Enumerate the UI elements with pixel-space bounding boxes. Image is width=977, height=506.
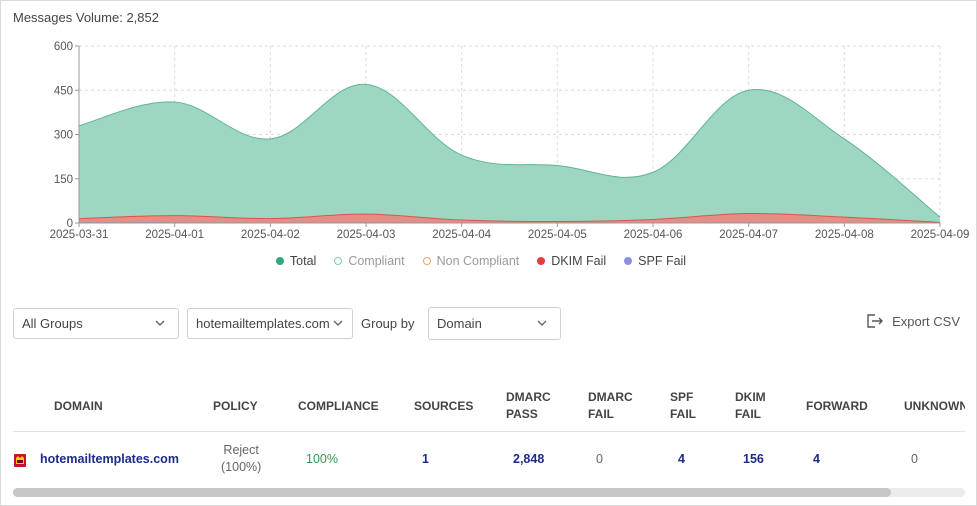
x-tick-label: 2025-04-05 [528,229,587,241]
domain-status-icon [14,454,26,467]
header-policy[interactable]: POLICY [213,399,258,413]
group-by-label: Group by [361,316,415,331]
y-tick-label: 150 [54,174,73,186]
series-dkim-fail-line [78,213,941,223]
x-tick-label: 2025-04-08 [815,229,874,241]
row-forward-link[interactable]: 4 [813,452,820,466]
export-csv-label: Export CSV [892,313,960,329]
header-dmarc-pass[interactable]: DMARC PASS [506,389,551,423]
y-tick-label: 0 [67,218,73,230]
row-dkim-fail-link[interactable]: 156 [743,452,764,466]
x-tick-label: 2025-04-04 [432,229,491,241]
scrollbar-thumb[interactable] [13,488,891,497]
legend-non-compliant-label: Non Compliant [436,254,520,268]
header-dmarc-pass-line1: DMARC [506,390,551,404]
filter-controls: All Groups hotemailtemplates.com Group b… [13,307,964,340]
row-spf-fail-link[interactable]: 4 [678,452,685,466]
series-total-area [79,84,940,223]
row-policy-line1: Reject [223,443,259,457]
groups-select-value: All Groups [22,316,83,331]
x-tick-label: 2025-04-01 [145,229,204,241]
chart-title: Messages Volume: 2,852 [13,10,159,25]
chevron-down-icon [333,320,343,326]
row-dmarc-pass-link[interactable]: 2,848 [513,452,545,466]
group-by-select[interactable]: Domain [428,307,561,340]
header-spf-fail-line2: FAIL [670,407,696,421]
legend-dkim-fail-label: DKIM Fail [551,254,607,268]
row-compliance: 100% [306,452,338,466]
messages-volume-chart: 0 150 300 450 600 2025-03-31 2025-04-01 2025-04… [50,41,970,241]
legend-item-total[interactable]: Total [275,254,317,268]
header-dmarc-fail[interactable]: DMARC FAIL [588,389,633,423]
group-by-select-value: Domain [437,316,482,331]
legend-non-compliant-dot [422,257,431,265]
y-tick-label: 450 [54,85,73,97]
row-policy: Reject (100%) [221,442,261,476]
legend-compliant-label: Compliant [348,254,405,268]
domains-table: DOMAIN POLICY COMPLIANCE SOURCES DMARC P… [13,381,965,490]
legend-item-non-compliant[interactable]: Non Compliant [422,254,520,268]
x-tick-label: 2025-04-06 [624,229,683,241]
header-dkim-fail-line2: FAIL [735,407,761,421]
header-dmarc-pass-line2: PASS [506,407,538,421]
row-unknown: 0 [911,452,918,466]
header-forward[interactable]: FORWARD [806,399,868,413]
legend-total-dot [275,257,284,265]
legend-spf-fail-label: SPF Fail [638,254,687,268]
header-dmarc-fail-line2: FAIL [588,407,614,421]
table-horizontal-scrollbar[interactable] [13,488,965,497]
header-spf-fail[interactable]: SPF FAIL [670,389,696,423]
export-icon [867,314,884,328]
header-domain[interactable]: DOMAIN [54,399,103,413]
x-tick-label: 2025-04-09 [911,229,970,241]
export-csv-button[interactable]: Export CSV [866,313,960,329]
x-tick-label: 2025-03-31 [50,229,109,241]
legend-spf-fail-dot [624,257,633,265]
header-dkim-fail[interactable]: DKIM FAIL [735,389,766,423]
row-domain-link[interactable]: hotemailtemplates.com [40,452,179,466]
header-sources[interactable]: SOURCES [414,399,474,413]
x-tick-label: 2025-04-07 [719,229,778,241]
series-dkim-fail-area [79,213,940,223]
header-dmarc-fail-line1: DMARC [588,390,633,404]
legend-compliant-dot [334,257,343,265]
chart-legend: Total Compliant Non Compliant DKIM Fail … [1,254,961,268]
header-dkim-fail-line1: DKIM [735,390,766,404]
legend-total-label: Total [289,254,317,268]
header-spf-fail-line1: SPF [670,390,694,404]
domain-select[interactable]: hotemailtemplates.com [187,308,353,339]
table-row: hotemailtemplates.com Reject (100%) 100%… [13,432,965,490]
row-policy-line2: (100%) [221,460,262,474]
x-tick-label: 2025-04-03 [337,229,396,241]
chevron-down-icon [155,320,165,326]
legend-dkim-fail-dot [537,257,546,265]
y-tick-label: 600 [54,41,73,53]
row-dmarc-fail: 0 [596,452,603,466]
groups-select[interactable]: All Groups [13,308,179,339]
y-tick-label: 300 [54,130,73,142]
header-unknown[interactable]: UNKNOWN [904,399,965,413]
legend-item-dkim-fail[interactable]: DKIM Fail [537,254,606,268]
table-header: DOMAIN POLICY COMPLIANCE SOURCES DMARC P… [13,381,965,432]
header-compliance[interactable]: COMPLIANCE [298,399,379,413]
chevron-down-icon [537,320,547,326]
x-tick-label: 2025-04-02 [241,229,300,241]
series-total-line [78,83,941,218]
domain-select-value: hotemailtemplates.com [196,316,330,331]
row-sources-link[interactable]: 1 [422,452,429,466]
legend-item-compliant[interactable]: Compliant [334,254,405,268]
legend-item-spf-fail[interactable]: SPF Fail [624,254,686,268]
